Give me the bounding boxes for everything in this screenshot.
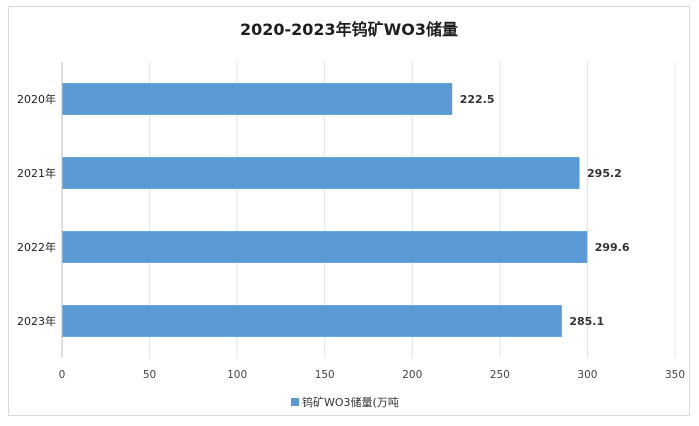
legend-label: 钨矿WO3储量(万吨 <box>302 395 399 409</box>
x-tick-label: 200 <box>402 369 422 381</box>
y-tick-label: 2020年 <box>17 92 56 106</box>
x-tick-label: 350 <box>665 369 685 381</box>
x-tick-label: 100 <box>227 369 247 381</box>
data-label: 299.6 <box>595 241 630 254</box>
legend: 钨矿WO3储量(万吨 <box>291 395 399 409</box>
x-axis-ticks: 0 50 100 150 200 250 300 350 <box>59 369 685 381</box>
bars <box>62 83 588 337</box>
bar <box>62 83 453 115</box>
y-axis-ticks: 2020年 2021年 2022年 2023年 <box>17 92 56 328</box>
y-tick-label: 2023年 <box>17 314 56 328</box>
x-tick-label: 150 <box>315 369 335 381</box>
bar <box>62 157 580 189</box>
data-label: 285.1 <box>569 315 604 328</box>
y-tick-label: 2022年 <box>17 240 56 254</box>
data-label: 295.2 <box>587 167 622 180</box>
x-tick-label: 0 <box>59 369 66 381</box>
x-tick-label: 50 <box>143 369 156 381</box>
chart-title: 2020-2023年钨矿WO3储量 <box>240 20 458 39</box>
data-labels: 222.5 295.2 299.6 285.1 <box>460 93 630 328</box>
y-tick-label: 2021年 <box>17 166 56 180</box>
x-tick-label: 300 <box>577 369 597 381</box>
bar <box>62 305 562 337</box>
chart-frame <box>8 6 690 416</box>
data-label: 222.5 <box>460 93 495 106</box>
bar <box>62 231 588 263</box>
legend-swatch <box>291 398 299 406</box>
x-tick-label: 250 <box>490 369 510 381</box>
